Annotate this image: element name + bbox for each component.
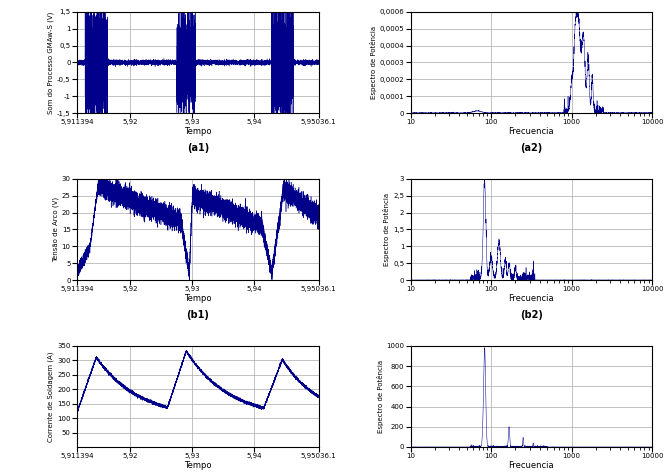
Text: (a2): (a2) bbox=[520, 143, 543, 153]
Y-axis label: Corrente de Soldagem (A): Corrente de Soldagem (A) bbox=[48, 351, 54, 442]
X-axis label: Frecuencia: Frecuencia bbox=[508, 294, 554, 303]
X-axis label: Tempo: Tempo bbox=[184, 461, 211, 470]
Y-axis label: Som do Processo GMAw-S (V): Som do Processo GMAw-S (V) bbox=[47, 11, 54, 114]
Y-axis label: Tensão de Arco (V): Tensão de Arco (V) bbox=[52, 197, 59, 262]
Text: (b1): (b1) bbox=[187, 310, 209, 321]
Y-axis label: Espectro de Potência: Espectro de Potência bbox=[370, 26, 377, 99]
Y-axis label: Espectro de Potência: Espectro de Potência bbox=[383, 193, 391, 266]
X-axis label: Tempo: Tempo bbox=[184, 294, 211, 303]
Y-axis label: Espectro de Potência: Espectro de Potência bbox=[377, 360, 383, 433]
Text: (b2): (b2) bbox=[520, 310, 543, 321]
X-axis label: Frecuencia: Frecuencia bbox=[508, 461, 554, 470]
X-axis label: Tempo: Tempo bbox=[184, 127, 211, 136]
X-axis label: Frecuencia: Frecuencia bbox=[508, 127, 554, 136]
Text: (a1): (a1) bbox=[187, 143, 209, 153]
